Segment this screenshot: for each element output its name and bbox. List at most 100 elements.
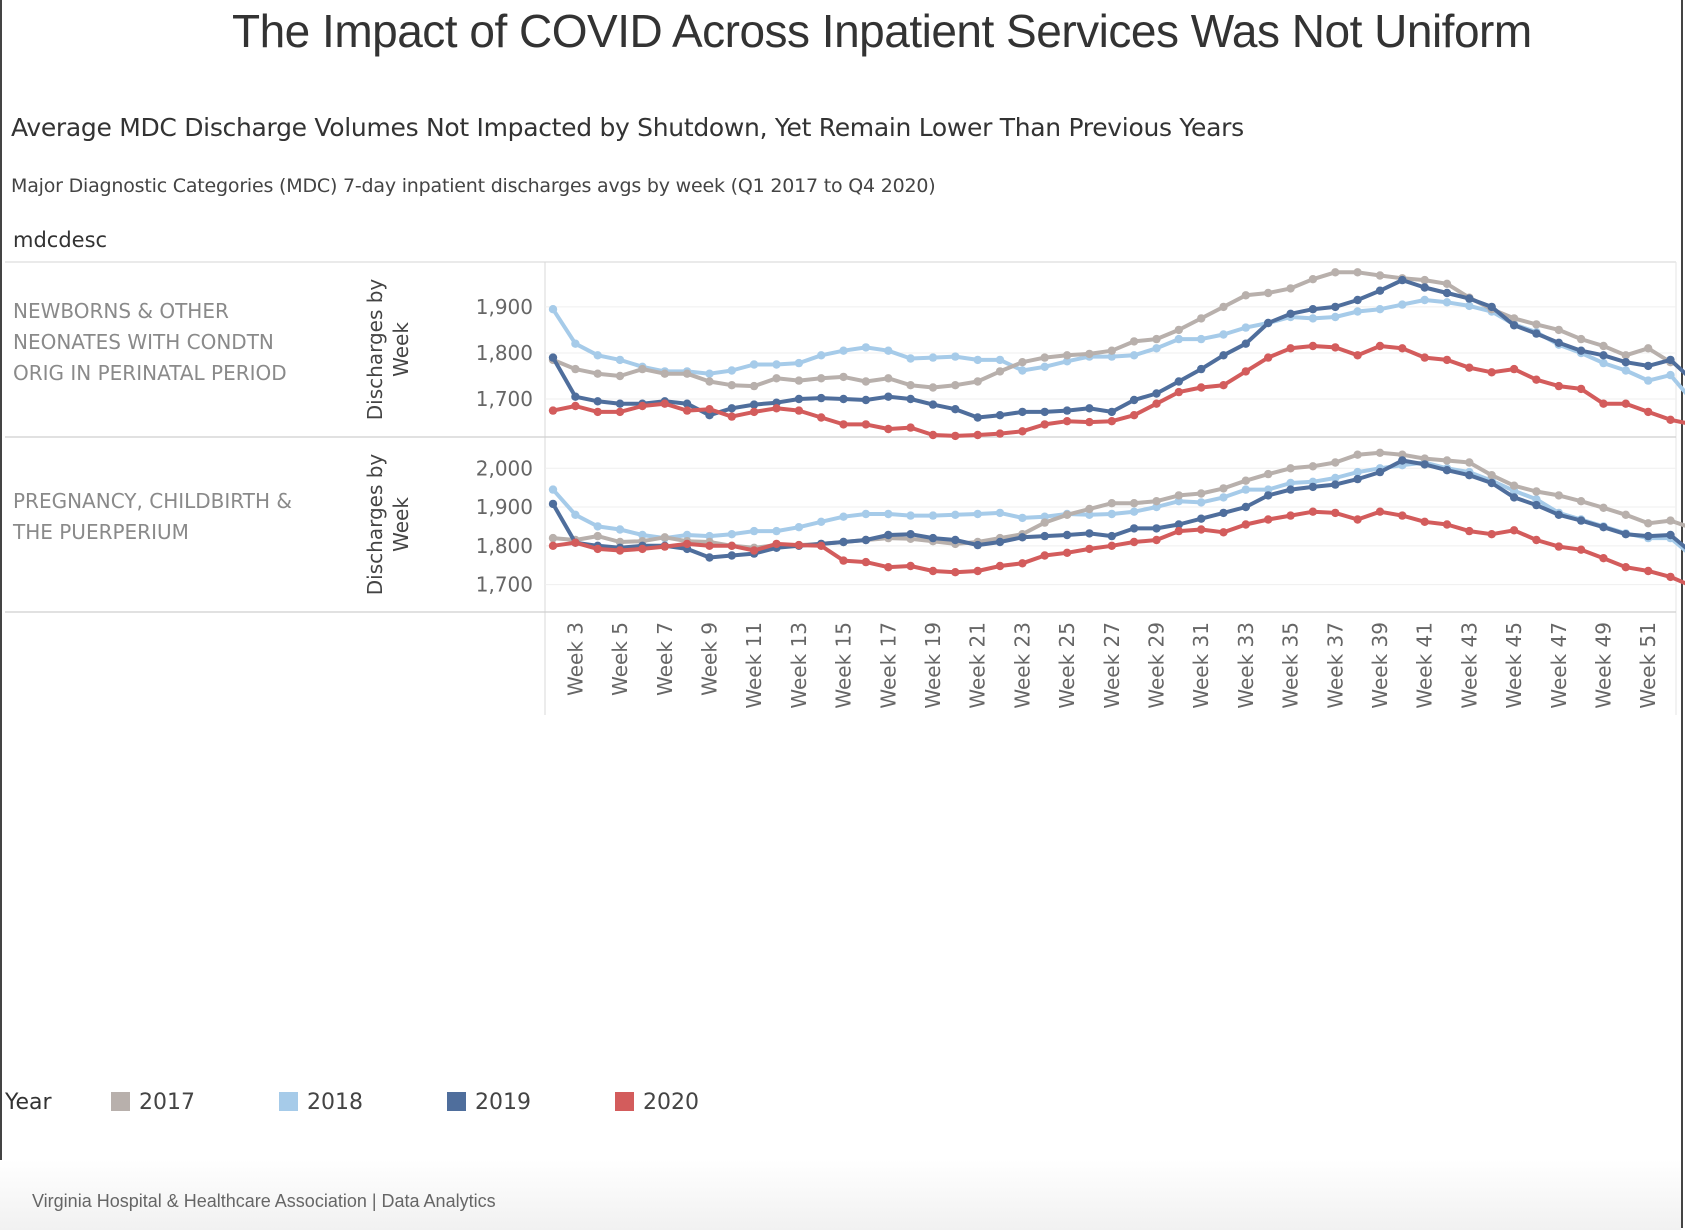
data-point-2020 [995, 429, 1005, 438]
x-tick-label: Week 45 [1502, 622, 1526, 709]
data-point-2017 [1107, 346, 1117, 355]
data-point-2017 [1219, 302, 1228, 312]
data-point-2018 [839, 346, 848, 355]
data-point-2020 [1532, 535, 1541, 545]
data-point-2020 [1532, 375, 1541, 384]
data-point-2019 [682, 399, 692, 408]
data-point-2018 [928, 353, 938, 362]
data-point-2020 [1353, 351, 1362, 360]
data-point-2020 [705, 405, 714, 414]
data-point-2018 [548, 485, 558, 494]
data-point-2017 [1331, 268, 1340, 277]
x-tick-label: Week 29 [1145, 622, 1169, 709]
data-point-2019 [1219, 508, 1228, 518]
data-point-2019 [1353, 474, 1362, 484]
data-point-2018 [1666, 370, 1675, 380]
x-tick-label: Week 31 [1189, 622, 1213, 709]
data-point-2019 [1666, 530, 1675, 540]
data-point-2017 [1353, 450, 1362, 459]
data-point-2018 [817, 517, 826, 526]
x-tick-label: Week 5 [608, 622, 632, 696]
legend-item-2019[interactable]: 2019 [447, 1090, 531, 1115]
data-point-2017 [861, 377, 871, 386]
data-point-2017 [1375, 271, 1385, 280]
data-point-2020 [1107, 541, 1117, 550]
data-point-2019 [1576, 516, 1586, 525]
data-point-2019 [884, 392, 893, 401]
data-point-2020 [906, 561, 915, 571]
data-point-2018 [1331, 473, 1340, 483]
data-point-2019 [973, 413, 982, 422]
data-point-2018 [1062, 357, 1072, 366]
data-point-2018 [995, 355, 1005, 365]
data-point-2017 [1308, 275, 1318, 284]
data-point-2018 [1308, 314, 1318, 323]
data-point-2017 [1241, 476, 1251, 485]
data-point-2017 [1062, 510, 1072, 519]
data-point-2018 [1375, 305, 1385, 314]
data-point-2017 [1286, 284, 1295, 293]
legend-item-2017[interactable]: 2017 [111, 1090, 195, 1115]
data-point-2019 [973, 540, 982, 550]
data-point-2019 [1509, 493, 1519, 502]
data-point-2020 [1576, 545, 1586, 554]
data-point-2020 [749, 407, 759, 417]
data-point-2019 [951, 405, 960, 414]
legend-swatch-2018 [279, 1092, 298, 1111]
x-tick-label: Week 41 [1413, 622, 1437, 709]
data-point-2017 [1129, 499, 1139, 508]
data-point-2018 [727, 530, 736, 539]
data-point-2019 [1018, 533, 1027, 542]
data-point-2018 [1241, 323, 1251, 332]
data-point-2018 [1107, 352, 1117, 361]
x-tick-label: Week 23 [1010, 622, 1034, 709]
data-point-2019 [1197, 514, 1206, 523]
line-chart[interactable]: mdcdesc NEWBORNS & OTHER NEONATES WITH CON… [0, 225, 1685, 725]
data-point-2019 [1621, 530, 1631, 539]
data-point-2018 [995, 508, 1005, 518]
data-point-2017 [928, 383, 938, 392]
data-point-2019 [839, 394, 848, 404]
data-point-2017 [1085, 504, 1094, 514]
footer [0, 1160, 1681, 1230]
data-point-2020 [1666, 572, 1675, 582]
data-point-2017 [1398, 450, 1407, 459]
data-point-2019 [1152, 389, 1161, 398]
data-point-2018 [1018, 366, 1027, 375]
legend-item-2018[interactable]: 2018 [279, 1090, 363, 1115]
data-point-2018 [615, 525, 625, 534]
data-point-2017 [1554, 491, 1564, 500]
data-point-2017 [660, 369, 669, 378]
data-point-2018 [1174, 334, 1184, 344]
y-axis-title-0: Discharges by Week [363, 279, 413, 421]
data-point-2019 [1532, 329, 1541, 338]
data-point-2018 [1085, 510, 1094, 519]
data-point-2019 [749, 400, 759, 409]
data-point-2019 [705, 553, 714, 562]
data-point-2017 [1576, 497, 1586, 506]
data-point-2018 [906, 354, 915, 363]
data-point-2019 [548, 353, 558, 362]
data-point-2020 [1197, 383, 1206, 392]
y-tick-label: 2,000 [476, 456, 533, 480]
data-point-2017 [1576, 334, 1586, 344]
x-tick-label: Week 19 [921, 622, 945, 709]
data-point-2020 [571, 401, 580, 411]
data-point-2019 [1420, 460, 1429, 469]
data-point-2020 [1040, 420, 1049, 429]
data-point-2020 [951, 431, 960, 441]
data-point-2020 [995, 561, 1005, 571]
data-point-2020 [884, 424, 893, 434]
data-point-2020 [1487, 530, 1496, 539]
data-point-2019 [1599, 351, 1608, 360]
data-point-2019 [906, 394, 915, 404]
x-tick-label: Week 43 [1457, 622, 1481, 709]
data-point-2020 [1197, 525, 1206, 534]
legend-item-2020[interactable]: 2020 [615, 1090, 699, 1115]
data-point-2017 [1599, 503, 1608, 512]
y-tick-label: 1,900 [476, 295, 533, 319]
data-point-2017 [1554, 325, 1564, 335]
data-point-2020 [727, 412, 736, 421]
data-point-2018 [861, 509, 871, 519]
data-point-2020 [973, 430, 982, 440]
